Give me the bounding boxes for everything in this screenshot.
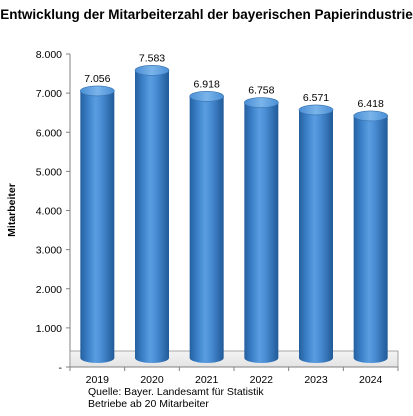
bar-top bbox=[189, 91, 224, 102]
data-label: 7.583 bbox=[139, 52, 165, 64]
source-line: Quelle: Bayer. Landesamt für Statistik bbox=[88, 386, 264, 398]
bar bbox=[353, 110, 388, 363]
x-tick-label: 2024 bbox=[359, 374, 383, 386]
bar bbox=[298, 104, 334, 363]
y-tick-label: 5.000 bbox=[36, 166, 62, 178]
bar bbox=[80, 85, 115, 364]
x-tick-label: 2023 bbox=[304, 374, 328, 386]
y-tick-label: 1.000 bbox=[36, 323, 62, 335]
bar-body bbox=[244, 102, 279, 363]
y-axis: - 1.000 2.000 3.000 4.000 5.000 6.000 7.000 8.00… bbox=[36, 49, 71, 374]
bar-body bbox=[353, 115, 388, 363]
bar-top bbox=[244, 97, 279, 108]
bar bbox=[134, 65, 170, 363]
y-tick-label: 8.000 bbox=[36, 49, 62, 61]
x-tick-label: 2020 bbox=[140, 374, 164, 386]
bar-top bbox=[80, 85, 115, 97]
bar-body bbox=[135, 70, 169, 363]
bar-top bbox=[353, 110, 388, 122]
bar bbox=[244, 97, 279, 363]
bar-body bbox=[80, 90, 115, 364]
bar-top bbox=[298, 104, 334, 116]
data-label: 6.571 bbox=[303, 92, 329, 104]
bar-body bbox=[299, 109, 333, 363]
bars: 7.056 7.583 6.918 6.758 6.571 6.418 bbox=[80, 52, 388, 364]
bar bbox=[189, 91, 224, 363]
chart-title: Entwicklung der Mitarbeiterzahl der baye… bbox=[0, 7, 413, 22]
y-tick-label: 3.000 bbox=[36, 245, 62, 257]
y-tick-label: - bbox=[59, 362, 63, 374]
chart-floor bbox=[69, 350, 399, 368]
sample-note: Betriebe ab 20 Mitarbeiter bbox=[88, 398, 209, 410]
x-axis: 2019 2020 2021 2022 2023 2024 bbox=[69, 367, 399, 386]
x-tick-label: 2021 bbox=[195, 374, 219, 386]
data-label: 6.918 bbox=[194, 78, 220, 90]
x-tick-label: 2022 bbox=[250, 374, 274, 386]
bar-top bbox=[134, 65, 170, 76]
data-label: 7.056 bbox=[84, 73, 110, 85]
bar-body bbox=[189, 96, 224, 363]
source-note: Quelle: Bayer. Landesamt für Statistik B… bbox=[88, 386, 264, 410]
data-label: 6.758 bbox=[248, 85, 274, 97]
y-tick-label: 2.000 bbox=[36, 284, 62, 296]
data-label: 6.418 bbox=[358, 98, 384, 110]
y-tick-label: 7.000 bbox=[36, 88, 62, 100]
floor-plane bbox=[69, 350, 399, 368]
y-tick-label: 6.000 bbox=[36, 127, 62, 139]
x-tick-label: 2019 bbox=[86, 374, 110, 386]
y-axis-title: Mitarbeiter bbox=[6, 183, 18, 237]
y-tick-label: 4.000 bbox=[36, 206, 62, 218]
